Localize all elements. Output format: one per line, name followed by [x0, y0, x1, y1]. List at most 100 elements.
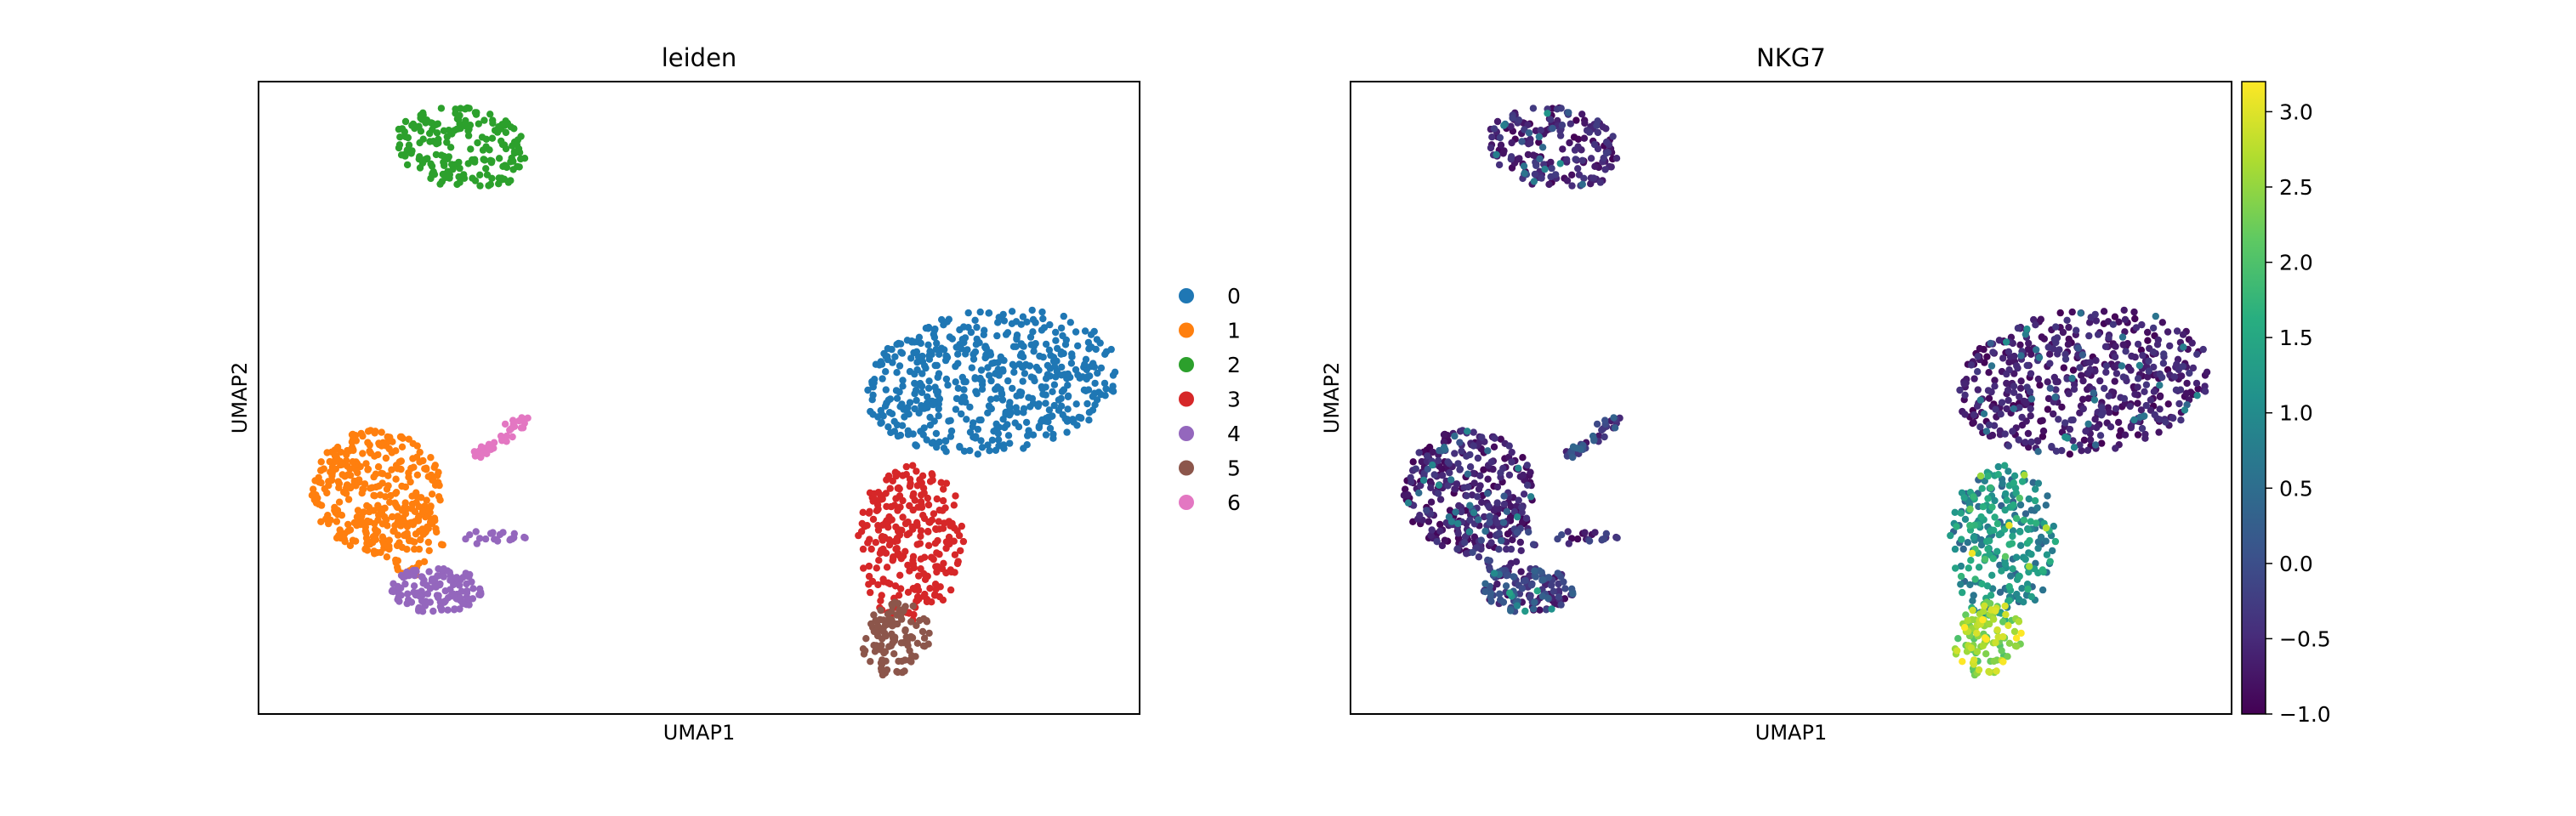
scatter-point: [2065, 390, 2073, 398]
scatter-point: [2093, 423, 2101, 432]
scatter-point: [1039, 390, 1047, 398]
scatter-point: [1526, 593, 1534, 602]
scatter-point: [1567, 535, 1576, 542]
scatter-point: [902, 633, 910, 641]
scatter-point: [1536, 606, 1544, 614]
colorbar-tick-label: 1.0: [2279, 401, 2313, 426]
scatter-point: [1531, 598, 1538, 606]
panel-nkg7: NKG7 UMAP1 UMAP2 3.0 2.5 2.0 1.5 1.0 0.5 0.0 −0…: [1320, 43, 2331, 745]
scatter-point: [1538, 144, 1547, 151]
scatter-point: [1016, 352, 1025, 360]
scatter-point: [1485, 502, 1493, 510]
scatter-point: [1985, 394, 1993, 402]
scatter-point: [507, 123, 515, 131]
scatter-point: [2034, 479, 2043, 487]
scatter-point: [994, 429, 1003, 438]
scatter-point: [1506, 589, 1514, 597]
legend-marker: [1179, 460, 1194, 476]
scatter-point: [1486, 513, 1493, 520]
scatter-point: [2039, 433, 2047, 440]
scatter-point: [940, 485, 947, 493]
scatter-point: [947, 433, 955, 440]
scatter-point: [1087, 331, 1095, 338]
scatter-point: [2037, 315, 2044, 323]
scatter-point: [404, 590, 412, 598]
scatter-point: [338, 471, 346, 479]
scatter-point: [880, 648, 888, 655]
scatter-point: [2186, 369, 2193, 377]
scatter-point: [918, 405, 926, 412]
scatter-point: [924, 384, 933, 392]
scatter-point: [972, 388, 980, 395]
scatter-point: [1548, 581, 1555, 589]
scatter-point: [1521, 607, 1529, 615]
scatter-point: [1464, 483, 1472, 491]
scatter-point: [2044, 492, 2051, 500]
scatter-point: [1008, 308, 1016, 315]
scatter-point: [2134, 340, 2142, 348]
scatter-point: [1962, 611, 1970, 619]
scatter-point: [918, 501, 925, 509]
scatter-point: [473, 109, 481, 116]
scatter-point: [1602, 125, 1610, 133]
scatter-point: [1064, 405, 1072, 413]
scatter-point: [1094, 369, 1101, 377]
scatter-point: [1956, 386, 1964, 394]
scatter-point: [1032, 340, 1039, 348]
scatter-point: [1446, 507, 1454, 514]
scatter-point: [2180, 343, 2187, 351]
scatter-point: [1558, 531, 1566, 539]
legend-label: 6: [1227, 490, 1241, 515]
scatter-point: [1032, 363, 1041, 371]
scatter-point: [872, 539, 880, 547]
scatter-point: [883, 564, 891, 571]
scatter-point: [1076, 374, 1083, 382]
scatter-point: [2005, 348, 2013, 355]
scatter-point: [1042, 400, 1049, 407]
scatter-point: [509, 433, 516, 441]
scatter-point: [895, 592, 903, 599]
scatter-point: [885, 541, 894, 549]
scatter-point: [2107, 423, 2115, 431]
scatter-point: [1465, 528, 1474, 536]
scatter-point: [2015, 595, 2023, 604]
colorbar-tick-label: 2.0: [2279, 251, 2313, 275]
scatter-point: [1544, 594, 1552, 602]
scatter-point: [863, 522, 871, 530]
scatter-point: [1438, 541, 1447, 550]
colorbar-tick-label: 0.0: [2279, 552, 2313, 576]
scatter-point: [517, 155, 525, 163]
scatter-point: [1557, 105, 1565, 112]
scatter-point: [1497, 141, 1505, 149]
scatter-point: [1960, 494, 1968, 502]
scatter-point: [933, 339, 941, 347]
scatter-point: [960, 447, 969, 455]
scatter-point: [411, 507, 419, 515]
scatter-point: [1989, 348, 1997, 356]
scatter-point: [1470, 428, 1477, 436]
scatter-point: [1470, 442, 1477, 450]
scatter-point: [1557, 601, 1565, 609]
scatter-point: [1493, 117, 1502, 126]
scatter-point: [1052, 337, 1060, 344]
scatter-point: [930, 417, 938, 425]
scatter-point: [906, 567, 913, 575]
scatter-point: [993, 383, 1002, 391]
scatter-point: [2065, 335, 2073, 343]
scatter-point: [389, 513, 396, 521]
scatter-point: [1484, 475, 1492, 483]
scatter-point: [1975, 564, 1983, 571]
scatter-point: [413, 471, 422, 479]
scatter-point: [868, 396, 876, 404]
scatter-point: [909, 560, 918, 568]
scatter-point: [2121, 431, 2130, 439]
scatter-point: [2141, 434, 2149, 442]
scatter-point: [325, 481, 333, 490]
scatter-point: [1980, 410, 1988, 417]
scatter-point: [1993, 519, 2002, 528]
scatter-point: [2155, 428, 2163, 436]
scatter-point: [1490, 570, 1498, 577]
scatter-point: [1440, 444, 1448, 451]
scatter-point: [907, 479, 914, 487]
scatter-point: [2121, 328, 2129, 336]
